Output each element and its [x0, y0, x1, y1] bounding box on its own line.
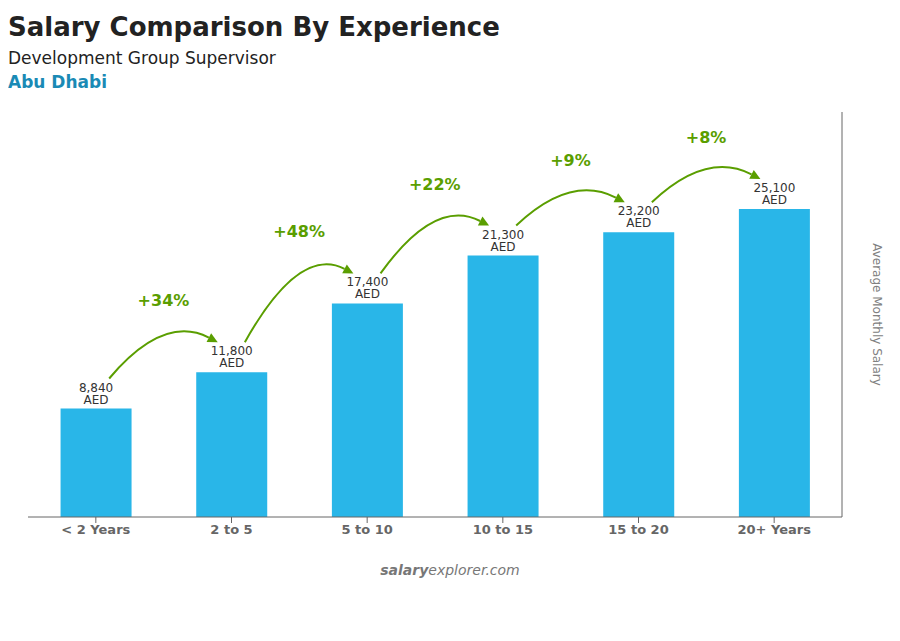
html-text:salary explorer.com: salary explorer.com: [380, 562, 520, 578]
svg-text:< 2 Years: < 2 Years: [61, 522, 130, 537]
svg-text:+34%: +34%: [138, 291, 190, 310]
svg-text:23,200AED: 23,200AED: [618, 204, 660, 230]
svg-text:11,800AED: 11,800AED: [211, 344, 253, 370]
svg-text:17,400AED: 17,400AED: [346, 275, 388, 301]
svg-text:2 to 5: 2 to 5: [210, 522, 252, 537]
html-text:Abu Dhabi: Abu Dhabi: [8, 72, 107, 92]
svg-text:+48%: +48%: [273, 222, 325, 241]
svg-text:+8%: +8%: [686, 128, 727, 147]
svg-text:21,300AED: 21,300AED: [482, 228, 524, 254]
svg-text:25,100AED: 25,100AED: [753, 181, 795, 207]
svg-text:15 to 20: 15 to 20: [608, 522, 668, 537]
svg-text:+9%: +9%: [550, 151, 591, 170]
svg-text:Average Monthly Salary: Average Monthly Salary: [870, 243, 884, 386]
html-text:Salary Comparison By Experienc: Salary Comparison By Experience: [8, 12, 500, 42]
svg-text:5 to 10: 5 to 10: [341, 522, 392, 537]
svg-text:20+ Years: 20+ Years: [737, 522, 811, 537]
svg-text:8,840AED: 8,840AED: [79, 381, 113, 407]
svg-text:10 to 15: 10 to 15: [473, 522, 533, 537]
svg-text:+22%: +22%: [409, 175, 461, 194]
html-text:Development Group Supervisor: Development Group Supervisor: [8, 48, 276, 68]
